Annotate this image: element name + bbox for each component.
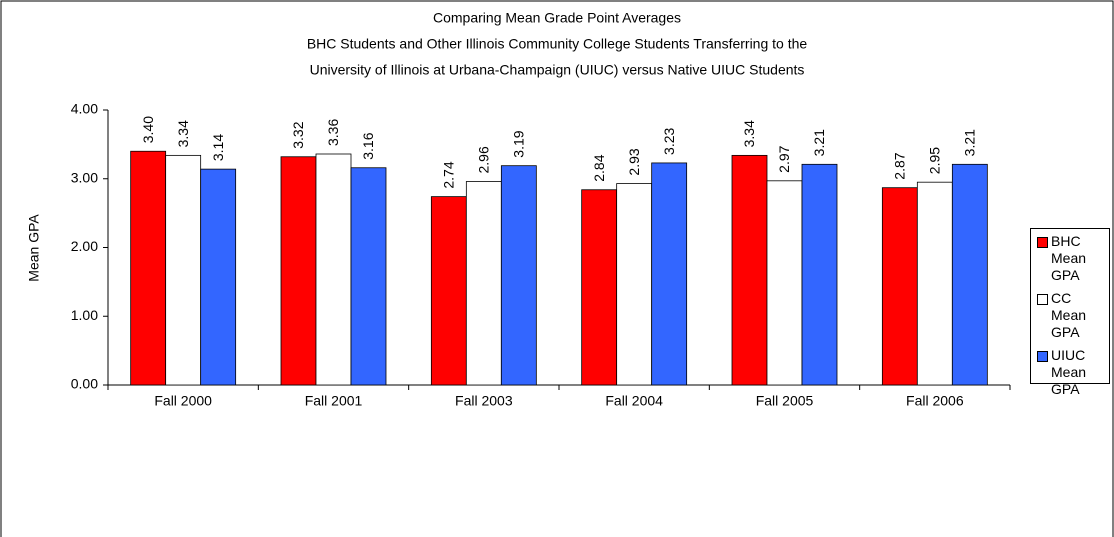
y-tick-label: 2.00 bbox=[71, 238, 98, 254]
legend-item: BHC Mean GPA bbox=[1033, 233, 1107, 284]
value-label: 3.32 bbox=[290, 121, 306, 148]
bar bbox=[130, 150, 167, 386]
bar bbox=[200, 168, 237, 386]
legend-label: CC Mean GPA bbox=[1051, 290, 1087, 340]
y-tick-label: 1.00 bbox=[71, 307, 98, 323]
value-label: 3.40 bbox=[140, 116, 156, 143]
y-tick-label: 4.00 bbox=[71, 101, 98, 117]
legend-label: BHC Mean GPA bbox=[1051, 233, 1087, 283]
legend-item: UIUC Mean GPA bbox=[1033, 347, 1107, 398]
bar bbox=[280, 156, 317, 386]
legend-swatch bbox=[1037, 237, 1048, 248]
bar bbox=[916, 181, 953, 386]
bar bbox=[500, 165, 537, 386]
bar bbox=[951, 163, 988, 386]
value-label: 2.84 bbox=[591, 154, 607, 181]
legend-label: UIUC Mean GPA bbox=[1051, 347, 1087, 397]
bar bbox=[465, 181, 502, 386]
value-label: 3.36 bbox=[325, 119, 341, 146]
value-label: 3.34 bbox=[741, 120, 757, 147]
bar bbox=[315, 153, 352, 386]
bar bbox=[881, 187, 918, 386]
bar bbox=[731, 154, 768, 386]
value-label: 3.21 bbox=[811, 129, 827, 156]
bar bbox=[430, 196, 467, 386]
value-label: 2.95 bbox=[927, 147, 943, 174]
value-label: 3.23 bbox=[661, 127, 677, 154]
value-label: 2.74 bbox=[441, 161, 457, 188]
x-tick-label: Fall 2005 bbox=[756, 393, 814, 409]
chart-subtitle: BHC Students and Other Illinois Communit… bbox=[307, 36, 808, 52]
chart-subtitle: University of Illinois at Urbana-Champai… bbox=[310, 62, 805, 78]
x-tick-label: Fall 2001 bbox=[305, 393, 363, 409]
x-tick-label: Fall 2006 bbox=[906, 393, 964, 409]
legend: BHC Mean GPA CC Mean GPA UIUC Mean GPA bbox=[1030, 228, 1110, 397]
bar bbox=[801, 163, 838, 386]
value-label: 3.14 bbox=[210, 134, 226, 161]
y-axis-label: Mean GPA bbox=[26, 214, 42, 282]
value-label: 3.16 bbox=[360, 132, 376, 159]
x-tick-label: Fall 2004 bbox=[605, 393, 663, 409]
x-tick-label: Fall 2003 bbox=[455, 393, 513, 409]
value-label: 2.96 bbox=[476, 146, 492, 173]
value-label: 2.93 bbox=[626, 148, 642, 175]
bar bbox=[165, 154, 202, 386]
y-tick-label: 0.00 bbox=[71, 376, 98, 392]
x-tick-label: Fall 2000 bbox=[154, 393, 212, 409]
value-label: 2.87 bbox=[892, 152, 908, 179]
value-label: 3.21 bbox=[962, 129, 978, 156]
bar bbox=[616, 183, 653, 386]
value-label: 3.34 bbox=[175, 120, 191, 147]
bar bbox=[766, 180, 803, 386]
bar bbox=[350, 167, 387, 386]
bar bbox=[651, 162, 688, 386]
value-label: 3.19 bbox=[511, 130, 527, 157]
value-label: 2.97 bbox=[776, 145, 792, 172]
legend-item: CC Mean GPA bbox=[1033, 290, 1107, 341]
legend-swatch bbox=[1037, 294, 1048, 305]
chart-title: Comparing Mean Grade Point Averages bbox=[433, 10, 681, 26]
bar bbox=[581, 189, 618, 386]
y-tick-label: 3.00 bbox=[71, 169, 98, 185]
legend-swatch bbox=[1037, 351, 1048, 362]
